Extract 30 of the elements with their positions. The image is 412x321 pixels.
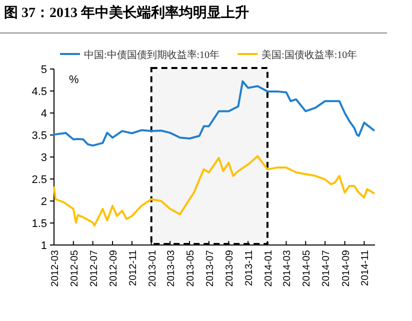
- x-tick-label: 2013-05: [186, 250, 197, 287]
- x-tick-label: 2014-01: [263, 250, 274, 287]
- x-tick-label: 2012-07: [88, 250, 100, 287]
- x-tick-label: 2012-05: [69, 250, 80, 287]
- y-tick-label: 2: [40, 196, 47, 208]
- x-tick-label: 2013-07: [204, 250, 216, 287]
- chart-title: 图 37：2013 年中美长端利率均明显上升: [4, 4, 249, 21]
- y-tick-label: 4.5: [32, 86, 47, 98]
- x-tick-label: 2013-11: [244, 250, 256, 286]
- y-tick-label: 3.5: [32, 130, 47, 142]
- annotation: %: [69, 74, 79, 86]
- y-tick-label: 1: [40, 240, 47, 252]
- legend-label: 美国:国债收益率:10年: [262, 49, 358, 61]
- legend-label: 中国:中债国债到期收益率:10年: [84, 49, 220, 61]
- y-tick-label: 5: [40, 64, 47, 76]
- y-tick-label: 4: [40, 108, 47, 120]
- y-tick-label: 1.5: [32, 218, 47, 230]
- x-tick-label: 2014-03: [282, 250, 294, 287]
- x-tick-label: 2014-09: [340, 250, 352, 287]
- x-tick-label: 2014-07: [321, 250, 332, 287]
- y-tick-label: 3: [40, 152, 47, 164]
- x-tick-label: 2013-09: [224, 250, 236, 287]
- x-tick-label: 2013-01: [147, 250, 158, 287]
- x-tick-label: 2012-11: [128, 250, 139, 286]
- y-tick-label: 2.5: [32, 174, 47, 186]
- x-tick-label: 2012-09: [108, 250, 120, 287]
- x-tick-label: 2012-03: [50, 250, 61, 287]
- x-tick-label: 2013-03: [166, 250, 178, 287]
- x-tick-label: 2014-05: [302, 250, 313, 287]
- x-tick-label: 2014-11: [360, 250, 372, 286]
